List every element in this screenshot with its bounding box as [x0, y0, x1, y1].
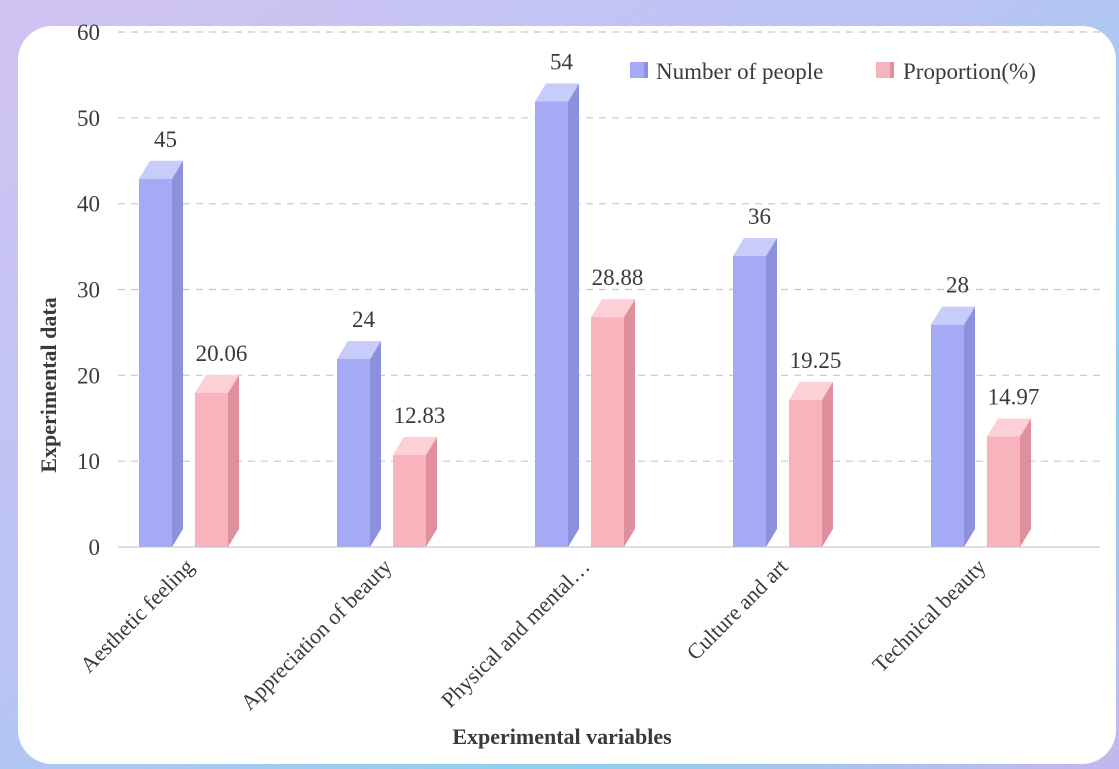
bar-top-number-of-people-2	[535, 83, 579, 102]
bar-side-number-of-people-2	[568, 83, 579, 547]
legend-swatch-side-number-of-people	[644, 62, 648, 78]
bar-top-proportion-2	[591, 299, 635, 318]
bar-side-proportion-1	[426, 436, 437, 547]
bar-proportion-3	[789, 399, 822, 547]
data-label-number-of-people-1: 24	[352, 307, 376, 332]
data-label-number-of-people-3: 36	[748, 204, 771, 229]
legend-item-proportion: Proportion(%)	[876, 59, 1036, 84]
y-tick-label-30: 30	[77, 278, 100, 303]
data-label-proportion-1: 12.83	[394, 403, 446, 428]
bar-proportion-0	[195, 392, 228, 547]
bar-top-number-of-people-1	[337, 341, 381, 359]
bar-number-of-people-1	[337, 359, 370, 547]
bar-number-of-people-4	[931, 324, 964, 547]
bar-side-proportion-0	[228, 374, 239, 547]
bar-side-number-of-people-4	[964, 306, 975, 547]
legend-item-number-of-people: Number of people	[630, 59, 823, 84]
bar-top-proportion-1	[393, 436, 437, 455]
legend-swatch-proportion	[876, 62, 890, 78]
legend-label-number-of-people: Number of people	[656, 59, 823, 84]
bar-top-proportion-3	[789, 381, 833, 400]
bar-side-proportion-3	[822, 381, 833, 547]
bar-side-proportion-4	[1020, 418, 1031, 547]
bars	[139, 83, 1031, 547]
legend-swatch-side-proportion	[890, 62, 894, 78]
legend-swatch-number-of-people	[630, 62, 644, 78]
legend: Number of people Proportion(%)	[630, 59, 1036, 84]
bar-side-number-of-people-1	[370, 341, 381, 547]
bar-top-proportion-0	[195, 374, 239, 393]
y-tick-label-40: 40	[77, 192, 100, 217]
y-tick-label-0: 0	[89, 535, 101, 560]
data-label-proportion-4: 14.97	[988, 385, 1040, 410]
data-label-number-of-people-2: 54	[550, 50, 574, 75]
bar-side-number-of-people-3	[766, 238, 777, 547]
bar-number-of-people-3	[733, 256, 766, 547]
bar-side-number-of-people-0	[172, 160, 183, 547]
bar-proportion-4	[987, 436, 1020, 547]
y-axis-ticks: 0 10 20 30 40 50 60	[77, 20, 100, 560]
data-label-proportion-2: 28.88	[592, 265, 644, 290]
bar-side-proportion-2	[624, 299, 635, 547]
y-axis-title: Experimental data	[36, 297, 61, 472]
data-label-proportion-0: 20.06	[196, 341, 248, 366]
bar-top-number-of-people-3	[733, 238, 777, 256]
x-axis-title: Experimental variables	[452, 724, 672, 749]
y-tick-label-50: 50	[77, 106, 100, 131]
y-tick-label-60: 60	[77, 20, 100, 45]
y-tick-label-10: 10	[77, 449, 100, 474]
data-label-proportion-3: 19.25	[790, 348, 842, 373]
bar-number-of-people-2	[535, 101, 568, 547]
data-label-number-of-people-4: 28	[946, 273, 969, 298]
y-tick-label-20: 20	[77, 363, 100, 388]
bar-number-of-people-0	[139, 178, 172, 547]
bar-proportion-1	[393, 454, 426, 547]
data-label-number-of-people-0: 45	[154, 127, 177, 152]
data-labels: 45 20.06 24 12.83 54 28.88 36 19.25 28 14.97	[154, 50, 1039, 428]
bar-top-number-of-people-0	[139, 160, 183, 179]
bar-top-proportion-4	[987, 418, 1031, 437]
bar-proportion-2	[591, 317, 624, 547]
bar-top-number-of-people-4	[931, 306, 975, 325]
legend-label-proportion: Proportion(%)	[903, 59, 1036, 84]
